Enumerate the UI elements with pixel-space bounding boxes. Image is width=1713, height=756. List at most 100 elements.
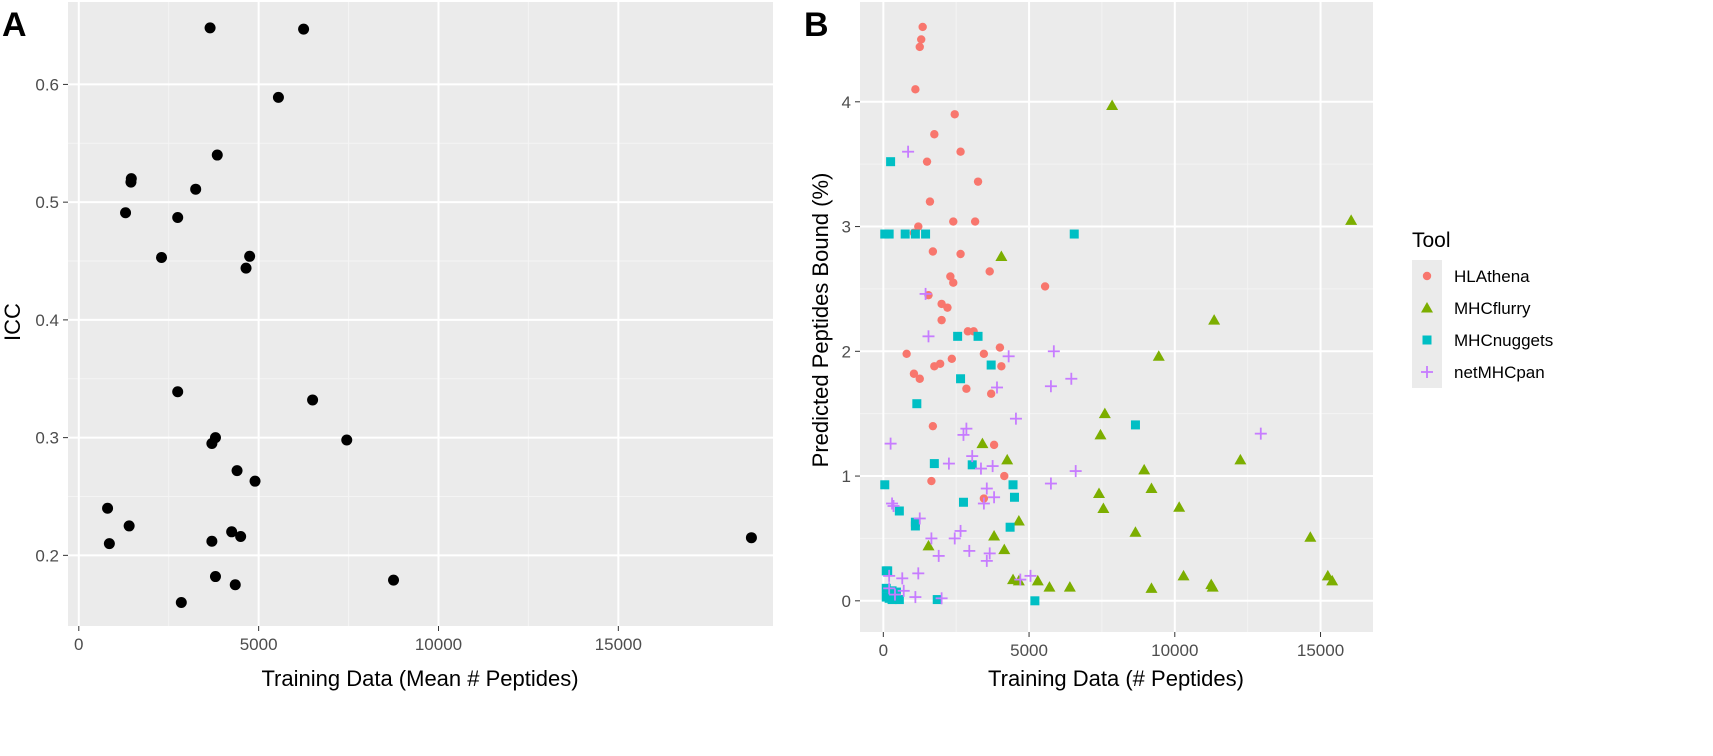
- panel-b-y-tick-labels: 0 1 2 3 4: [842, 93, 860, 611]
- point-hlathena: [930, 362, 939, 371]
- point-hlathena: [927, 476, 936, 486]
- panel-a-point: [190, 183, 202, 195]
- point-netmhcpan: [986, 460, 999, 473]
- panel-b-x-tick-label: 5000: [1010, 641, 1048, 660]
- point-mhcnuggets: [1005, 522, 1015, 532]
- panel-a-point: [206, 535, 218, 547]
- panel-a-point: [123, 520, 135, 532]
- point-hlathena: [997, 362, 1006, 371]
- point-netmhcpan: [884, 437, 897, 450]
- legend-marker-mhcnuggets: [1422, 335, 1432, 345]
- point-mhcnuggets: [1008, 480, 1018, 490]
- panel-a-y-tick-label: 0.2: [35, 546, 59, 565]
- series-mhcnuggets: [880, 157, 1140, 606]
- panel-b-y-tick-label: 3: [842, 218, 851, 237]
- point-hlathena: [962, 384, 971, 393]
- point-hlathena: [922, 157, 932, 166]
- point-hlathena: [995, 343, 1005, 352]
- panel-b-x-tick-label: 0: [879, 641, 888, 660]
- point-netmhcpan: [966, 450, 979, 463]
- panel-a-point: [745, 532, 757, 544]
- point-hlathena: [946, 272, 955, 281]
- panel-b-plot-background: [860, 2, 1373, 632]
- panel-a-point: [298, 23, 310, 35]
- series-mhcflurry: [922, 99, 1358, 593]
- point-mhcflurry: [1106, 99, 1119, 111]
- panel-a-x-axis-title: Training Data (Mean # Peptides): [261, 666, 578, 691]
- point-netmhcpan: [977, 497, 990, 510]
- legend-label-mhcflurry: MHCflurry: [1454, 299, 1531, 318]
- point-hlathena: [925, 197, 935, 206]
- panel-a-point: [103, 538, 115, 550]
- panel-a-point: [209, 571, 221, 583]
- point-netmhcpan: [1069, 465, 1082, 478]
- panel-a-point: [204, 22, 216, 34]
- point-mhcflurry: [1326, 574, 1339, 586]
- panel-a-point: [125, 176, 137, 188]
- point-mhcflurry: [1234, 453, 1247, 465]
- panel-a-y-tick-label: 0.3: [35, 429, 59, 448]
- panel-a-point: [172, 386, 184, 398]
- point-netmhcpan: [1254, 427, 1267, 440]
- panel-b: B 0 5000 10000 15000 0 1 2 3 4 Training Data (#…: [804, 2, 1373, 691]
- series-hlathena: [902, 22, 1050, 503]
- point-netmhcpan: [902, 145, 915, 158]
- point-mhcflurry: [1098, 407, 1111, 419]
- point-mhcflurry: [1206, 581, 1219, 592]
- point-netmhcpan: [1044, 477, 1057, 490]
- point-mhcflurry: [998, 543, 1011, 555]
- point-mhcnuggets: [894, 595, 904, 605]
- point-netmhcpan: [1002, 350, 1015, 363]
- point-hlathena: [956, 249, 965, 259]
- point-mhcflurry: [1173, 501, 1186, 512]
- point-netmhcpan: [963, 544, 976, 557]
- point-netmhcpan: [1065, 372, 1078, 385]
- legend-marker-mhcflurry: [1421, 302, 1433, 313]
- panel-a-point: [341, 434, 353, 446]
- point-mhcnuggets: [910, 521, 920, 531]
- point-netmhcpan: [988, 491, 1001, 504]
- point-mhcnuggets: [884, 229, 894, 239]
- point-mhcflurry: [1138, 463, 1151, 475]
- point-mhcflurry: [1145, 482, 1158, 494]
- point-netmhcpan: [980, 554, 993, 567]
- legend-label-netmhcpan: netMHCpan: [1454, 363, 1545, 382]
- panel-b-y-tick-label: 0: [842, 592, 851, 611]
- point-hlathena: [973, 177, 983, 186]
- point-mhcflurry: [1208, 314, 1221, 325]
- panel-a-point: [102, 502, 114, 514]
- panel-a-x-tick-label: 10000: [415, 635, 462, 654]
- point-hlathena: [985, 267, 994, 276]
- legend-marker-hlathena: [1422, 271, 1432, 281]
- point-mhcnuggets: [956, 374, 966, 384]
- point-mhcnuggets: [883, 566, 893, 576]
- point-mhcflurry: [1129, 526, 1142, 537]
- point-hlathena: [950, 110, 959, 119]
- point-netmhcpan: [954, 524, 967, 537]
- point-netmhcpan: [912, 567, 925, 580]
- point-mhcflurry: [988, 529, 1001, 541]
- panel-a-x-tick-labels: 0 5000 10000 15000: [74, 626, 642, 654]
- panel-a-y-tick-label: 0.5: [35, 193, 59, 212]
- panel-b-y-tick-label: 4: [842, 93, 851, 112]
- point-hlathena: [915, 374, 924, 383]
- point-netmhcpan: [983, 547, 996, 560]
- point-mhcflurry: [1012, 514, 1025, 526]
- point-mhcnuggets: [1130, 420, 1140, 430]
- point-netmhcpan: [883, 569, 896, 582]
- panel-a-y-tick-label: 0.6: [35, 75, 59, 94]
- panel-a-y-tick-label: 0.4: [35, 311, 59, 330]
- point-mhcnuggets: [1009, 492, 1019, 502]
- panel-a-letter: A: [2, 6, 27, 44]
- point-mhcflurry: [1093, 487, 1106, 499]
- point-hlathena: [928, 247, 938, 256]
- panel-a-point: [244, 250, 256, 262]
- point-netmhcpan: [960, 422, 973, 435]
- point-mhcnuggets: [1069, 229, 1079, 239]
- legend: Tool HLAthena MHCflurry MHCnuggets netMHCpa…: [1412, 229, 1553, 388]
- point-mhcflurry: [1097, 502, 1110, 513]
- panel-a-point: [231, 465, 243, 477]
- panel-a-point: [206, 438, 218, 450]
- panel-b-x-tick-labels: 0 5000 10000 15000: [879, 632, 1344, 660]
